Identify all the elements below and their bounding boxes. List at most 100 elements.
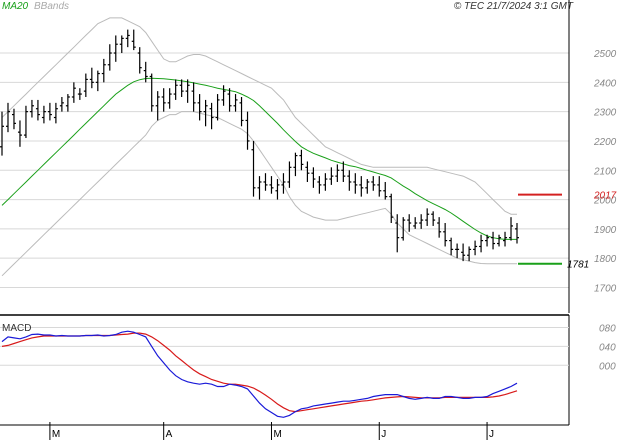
- ohlc-bar: [71, 82, 76, 103]
- ohlc-bar: [401, 217, 406, 241]
- ohlc-bar: [317, 176, 322, 194]
- ohlc-bar: [275, 179, 280, 200]
- legend-bbands: BBands: [34, 1, 69, 12]
- ohlc-bar: [65, 94, 70, 112]
- ma20-line: [1, 77, 517, 240]
- ohlc-bar: [143, 61, 148, 83]
- ohlc-bar: [209, 102, 214, 130]
- price-levels: 2017 1781: [518, 191, 617, 271]
- ohlc-bar: [17, 120, 22, 147]
- ohlc-bar: [449, 237, 454, 256]
- ohlc-bar: [305, 161, 310, 182]
- ohlc-bar: [311, 167, 316, 188]
- macd-tick-label: 040: [599, 342, 616, 353]
- ohlc-bar: [509, 217, 514, 241]
- ohlc-bar: [119, 35, 124, 54]
- ohlc-bar: [359, 176, 364, 197]
- ohlc-bar: [29, 99, 34, 118]
- macd-tick-label: 080: [599, 323, 616, 334]
- macd-axis-ticks: 080 040 000: [599, 323, 616, 372]
- ohlc-bar: [23, 105, 28, 139]
- ohlc-bar: [383, 181, 388, 200]
- ohlc-bar: [299, 149, 304, 171]
- ohlc-bar: [101, 58, 106, 83]
- resistance-label: 2017: [593, 191, 617, 202]
- ohlc-bar: [59, 96, 64, 112]
- bollinger-bands: [1, 17, 517, 277]
- ohlc-bar: [131, 29, 136, 51]
- legend-ma20: MA20: [2, 1, 29, 12]
- ohlc-bar: [269, 176, 274, 194]
- support-label: 1781: [567, 260, 589, 271]
- ohlc-bar: [233, 94, 238, 112]
- ohlc-bar: [467, 246, 472, 262]
- ohlc-bar: [419, 214, 424, 229]
- ohlc-bar: [323, 173, 328, 191]
- price-axis-ticks: 2500 2400 2300 2200 2100 2000 1900 1800 1700: [593, 49, 617, 294]
- ohlc-bar: [479, 234, 484, 253]
- macd-label: MACD: [2, 323, 31, 334]
- ohlc-bar: [251, 140, 256, 197]
- ohlc-bar: [461, 243, 466, 262]
- ohlc-bar: [0, 111, 4, 156]
- ohlc-bar: [497, 234, 502, 247]
- ohlc-bar: [293, 152, 298, 177]
- ohlc-bar: [173, 79, 178, 100]
- macd-tick-label: 000: [599, 361, 616, 372]
- ohlc-bar: [263, 173, 268, 191]
- ohlc-bar: [287, 161, 292, 188]
- ohlc-bar: [11, 108, 16, 130]
- ohlc-bar: [35, 99, 40, 121]
- price-tick-label: 2300: [593, 108, 617, 119]
- ohlc-bar: [197, 94, 202, 121]
- ohlc-bar: [47, 102, 52, 121]
- ohlc-bar: [257, 176, 262, 200]
- ohlc-bar: [125, 29, 130, 48]
- ohlc-bar: [413, 217, 418, 229]
- x-tick-label: J: [381, 429, 386, 440]
- x-tick-label: A: [166, 429, 173, 440]
- ohlc-bar: [443, 223, 448, 247]
- ohlc-bar: [377, 176, 382, 197]
- price-tick-label: 2400: [593, 78, 617, 89]
- price-gridlines: [0, 52, 569, 288]
- ohlc-bar: [149, 73, 154, 112]
- price-tick-label: 1900: [594, 225, 617, 236]
- ohlc-bar: [191, 82, 196, 112]
- macd-line: [1, 330, 518, 418]
- ohlc-bar: [371, 176, 376, 191]
- price-tick-label: 2100: [593, 166, 617, 177]
- price-bars: [0, 29, 519, 262]
- ohlc-bar: [395, 214, 400, 253]
- ohlc-bar: [227, 88, 232, 112]
- ohlc-bar: [113, 35, 118, 62]
- macd-gridlines: [0, 326, 569, 366]
- ohlc-bar: [407, 214, 412, 232]
- price-tick-label: 1800: [594, 254, 617, 265]
- price-tick-label: 2500: [593, 49, 617, 60]
- ohlc-bar: [281, 173, 286, 194]
- ohlc-bar: [89, 67, 94, 89]
- ohlc-bar: [335, 164, 340, 182]
- ohlc-bar: [95, 70, 100, 92]
- ohlc-bar: [425, 208, 430, 226]
- watermark: © TEC 21/7/2024 3:1 GMT: [454, 1, 574, 12]
- x-tick-label: M: [273, 429, 281, 440]
- x-tick-label: J: [489, 429, 494, 440]
- price-tick-label: 2200: [593, 137, 617, 148]
- ohlc-bar: [221, 85, 226, 106]
- ohlc-bar: [515, 223, 519, 244]
- ohlc-bar: [155, 91, 160, 121]
- ohlc-bar: [83, 73, 88, 97]
- ohlc-bar: [455, 243, 460, 259]
- ohlc-bar: [245, 111, 250, 150]
- ohlc-bar: [431, 211, 436, 226]
- price-tick-label: 1700: [594, 283, 617, 294]
- ohlc-bar: [329, 167, 334, 185]
- ohlc-bar: [389, 193, 394, 224]
- ohlc-bar: [161, 88, 166, 112]
- ohlc-bar: [437, 217, 442, 238]
